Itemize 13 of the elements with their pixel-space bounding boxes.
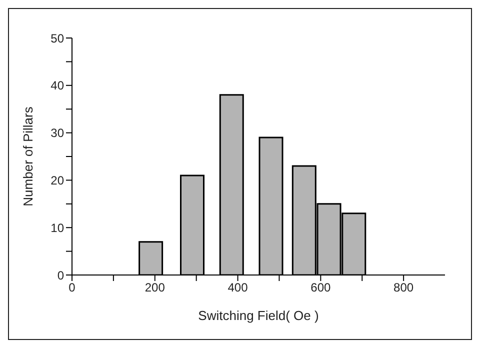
y-tick-label: 50 — [50, 31, 64, 46]
x-tick-label: 400 — [228, 280, 248, 295]
y-tick-label: 30 — [50, 126, 64, 140]
x-tick-label: 600 — [310, 280, 331, 295]
x-axis-title: Switching Field( Oe ) — [198, 308, 319, 323]
y-tick-label: 10 — [50, 220, 64, 235]
x-tick-label: 800 — [394, 280, 414, 295]
x-tick-label: 200 — [144, 280, 166, 295]
x-tick-label: 0 — [68, 280, 76, 295]
y-axis-title: Number of Pillars — [20, 106, 36, 206]
y-tick-label: 0 — [57, 268, 64, 282]
y-tick-label: 40 — [50, 78, 64, 93]
y-tick-label: 20 — [50, 173, 64, 188]
